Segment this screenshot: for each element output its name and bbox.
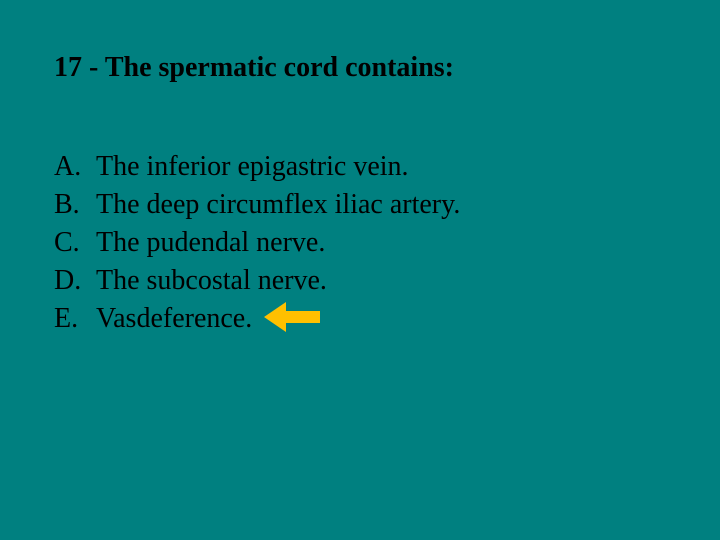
option-row: C.The pudendal nerve. xyxy=(54,224,460,262)
option-text: The subcostal nerve. xyxy=(96,262,460,300)
option-row: A.The inferior epigastric vein. xyxy=(54,148,460,186)
option-text: The inferior epigastric vein. xyxy=(96,148,460,186)
option-text: The pudendal nerve. xyxy=(96,224,460,262)
option-row: D.The subcostal nerve. xyxy=(54,262,460,300)
option-row: E.Vasdeference. xyxy=(54,300,460,338)
option-text: The deep circumflex iliac artery. xyxy=(96,186,460,224)
option-letter: D. xyxy=(54,262,96,300)
option-letter: A. xyxy=(54,148,96,186)
question-title: 17 - The spermatic cord contains: xyxy=(54,52,454,84)
option-row: B.The deep circumflex iliac artery. xyxy=(54,186,460,224)
option-letter: E. xyxy=(54,300,96,338)
answer-arrow-icon xyxy=(264,302,320,332)
options-list: A.The inferior epigastric vein.B.The dee… xyxy=(54,148,460,338)
slide: 17 - The spermatic cord contains: A.The … xyxy=(0,0,720,540)
option-letter: B. xyxy=(54,186,96,224)
option-letter: C. xyxy=(54,224,96,262)
